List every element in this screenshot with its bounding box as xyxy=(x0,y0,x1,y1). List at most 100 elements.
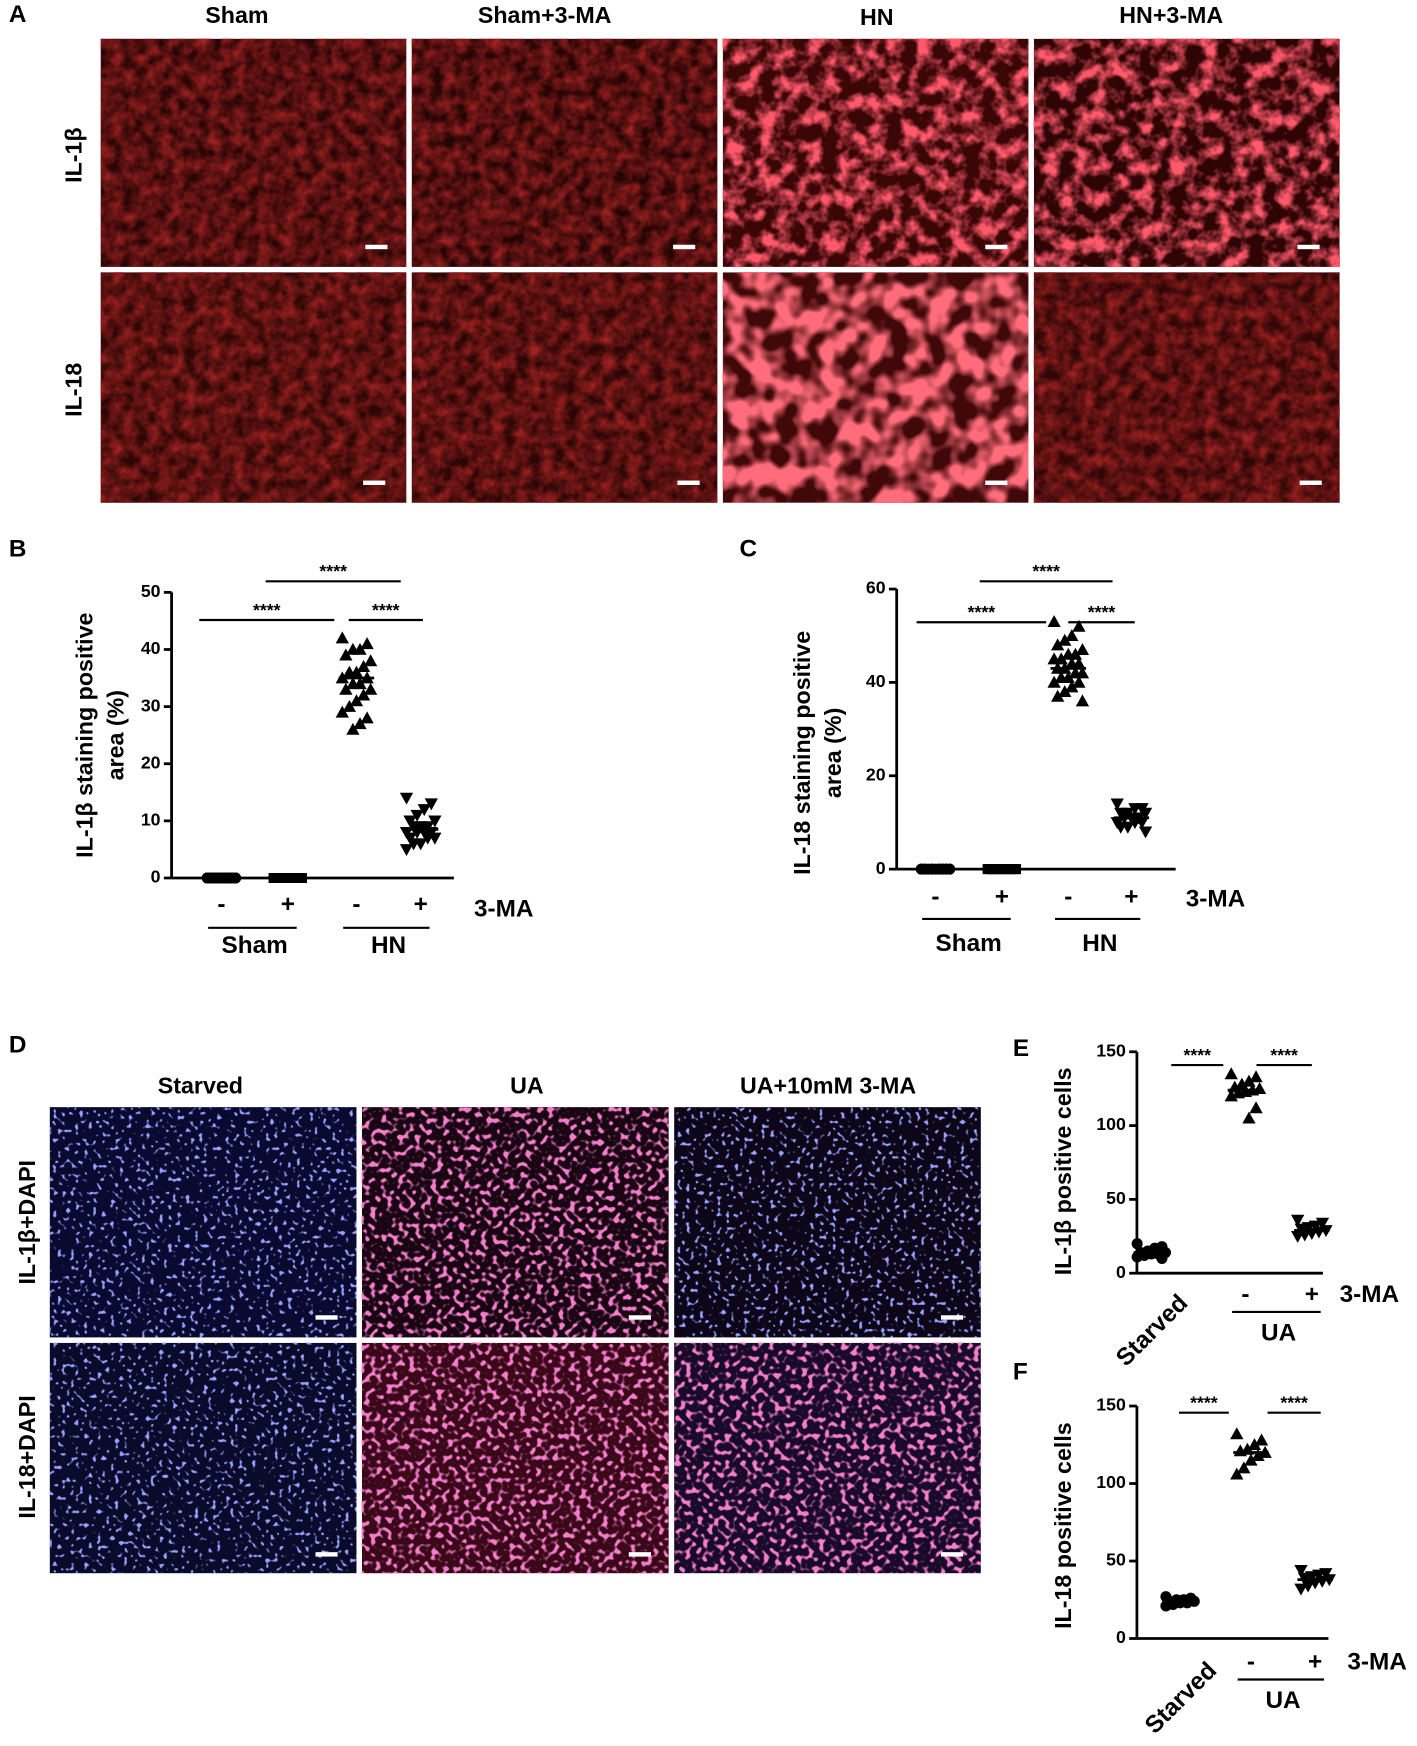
y-tick-label: 50 xyxy=(141,581,161,601)
data-point xyxy=(1138,807,1153,820)
data-point xyxy=(363,682,378,695)
data-point xyxy=(1138,826,1153,839)
y-tick-label: 50 xyxy=(1106,1550,1126,1570)
x-tick-label: - xyxy=(1064,883,1072,910)
y-tick-label: 40 xyxy=(141,638,161,658)
data-point xyxy=(356,659,371,672)
data-point xyxy=(1244,1453,1258,1466)
data-point xyxy=(346,722,360,735)
data-point xyxy=(1249,1070,1263,1083)
data-point xyxy=(1301,1580,1315,1593)
data-point xyxy=(335,631,349,644)
column-header: Sham xyxy=(205,2,268,28)
data-point xyxy=(1131,1238,1143,1250)
column-header: Starved xyxy=(158,1072,243,1098)
group-label: UA xyxy=(1261,1320,1296,1347)
panel-label: E xyxy=(1013,1035,1029,1062)
significance-label: **** xyxy=(1183,1045,1211,1065)
data-point xyxy=(1065,657,1079,670)
data-point xyxy=(1230,1467,1244,1480)
data-point xyxy=(1128,803,1142,816)
y-tick-label: 0 xyxy=(1116,1262,1126,1282)
significance-label: **** xyxy=(1280,1392,1308,1412)
data-point xyxy=(1065,680,1079,693)
data-point xyxy=(346,677,360,690)
data-point xyxy=(1291,1230,1305,1243)
x-tick-label: - xyxy=(217,891,225,918)
data-point xyxy=(1294,1565,1308,1577)
group-label: HN xyxy=(1082,930,1117,957)
data-point xyxy=(1061,647,1075,660)
data-point xyxy=(1072,675,1086,688)
data-point xyxy=(1224,1067,1238,1080)
x-tick-label: - xyxy=(352,891,360,918)
data-point xyxy=(1072,619,1086,632)
y-tick-label: 150 xyxy=(1096,1040,1126,1060)
significance-label: **** xyxy=(968,602,996,622)
panel-label: A xyxy=(9,1,27,28)
x-tick-label: + xyxy=(414,891,428,918)
group-label: Sham xyxy=(221,932,287,959)
x-tick-label: + xyxy=(281,891,295,918)
data-point xyxy=(399,792,414,805)
data-point xyxy=(360,711,374,724)
data-point xyxy=(1291,1214,1305,1227)
y-tick-label: 50 xyxy=(1106,1188,1126,1208)
data-point xyxy=(363,654,378,667)
x-tick-label: - xyxy=(1241,1281,1249,1308)
significance-label: **** xyxy=(1190,1392,1218,1412)
data-point xyxy=(1114,821,1128,834)
data-point xyxy=(1131,1251,1143,1263)
data-point xyxy=(1068,666,1083,679)
treatment-label: 3-MA xyxy=(1186,886,1246,913)
data-point xyxy=(339,682,353,695)
data-point xyxy=(1156,1252,1168,1264)
data-point xyxy=(342,665,357,678)
data-point xyxy=(1224,1089,1238,1102)
data-point xyxy=(1231,1086,1245,1099)
column-header: UA xyxy=(510,1072,544,1098)
data-point xyxy=(410,809,424,822)
row-header: IL-18 xyxy=(60,363,86,417)
y-tick-label: 0 xyxy=(151,867,161,887)
data-point xyxy=(1294,1583,1308,1596)
data-point xyxy=(1047,652,1061,665)
data-point xyxy=(1058,685,1072,698)
data-point xyxy=(1051,689,1065,702)
y-axis-label: IL-1β positive cells xyxy=(1050,1067,1076,1275)
group-label: Sham xyxy=(936,930,1002,957)
data-point xyxy=(424,798,438,811)
data-point xyxy=(421,832,435,845)
y-tick-label: 0 xyxy=(876,858,886,878)
group-label: HN xyxy=(371,932,406,959)
column-header: UA+10mM 3-MA xyxy=(740,1072,916,1098)
row-header: IL-1β+DAPI xyxy=(14,1160,40,1285)
data-point xyxy=(1254,1433,1269,1446)
data-point xyxy=(1047,615,1061,628)
significance-label: **** xyxy=(372,600,400,620)
y-axis-label: area (%) xyxy=(820,708,846,798)
treatment-label: 3-MA xyxy=(1347,1648,1407,1675)
group-label: UA xyxy=(1265,1687,1300,1714)
significance-label: **** xyxy=(1088,602,1116,622)
data-point xyxy=(335,705,349,718)
significance-label: **** xyxy=(1032,561,1060,581)
data-point xyxy=(1230,1427,1244,1440)
data-point xyxy=(417,804,431,817)
y-tick-label: 150 xyxy=(1096,1395,1126,1415)
y-axis-label: IL-18 positive cells xyxy=(1050,1422,1076,1629)
data-point xyxy=(399,844,414,857)
panel-label: C xyxy=(739,536,757,563)
data-point xyxy=(1247,1438,1262,1451)
significance-label: **** xyxy=(1270,1045,1298,1065)
data-point xyxy=(428,815,442,828)
row-header: IL-18+DAPI xyxy=(14,1395,40,1518)
data-point xyxy=(1128,817,1142,830)
y-tick-label: 0 xyxy=(1116,1627,1126,1647)
data-point xyxy=(360,637,374,650)
data-point xyxy=(339,648,353,661)
y-tick-label: 100 xyxy=(1096,1114,1126,1134)
data-point xyxy=(1242,1074,1256,1087)
